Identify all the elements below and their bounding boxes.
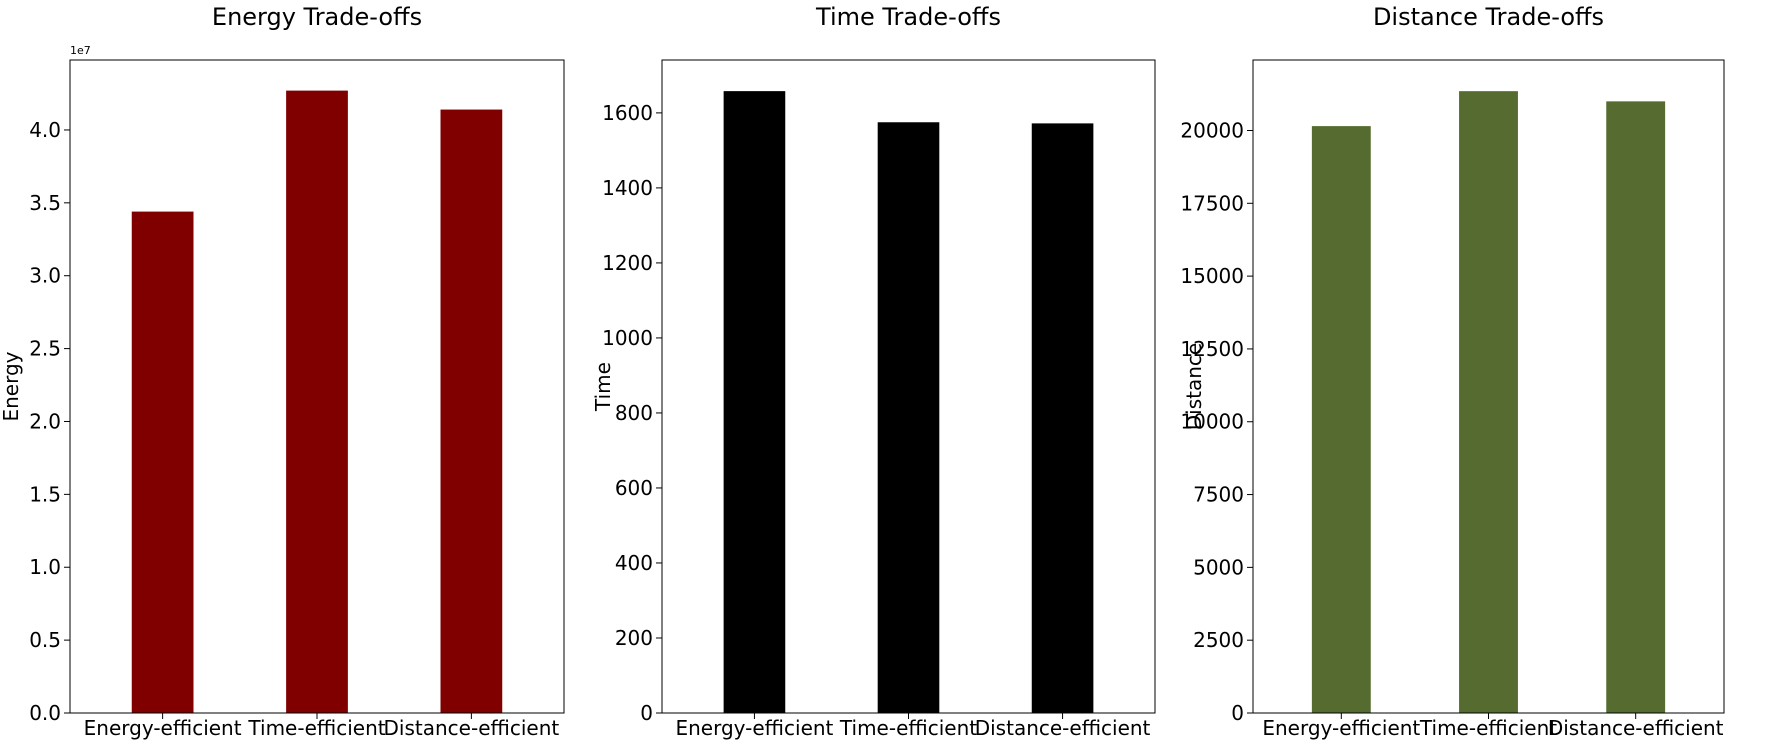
plot-frame bbox=[661, 59, 1156, 714]
y-tick-label: 1.0 bbox=[29, 555, 61, 579]
y-axis-offset-label: 1e7 bbox=[70, 44, 91, 57]
plot-frame bbox=[69, 59, 565, 714]
ticks: 0 200 400 600 800 1000 1200 1400 1600 Energy-effi… bbox=[602, 101, 1150, 740]
bar-distance-efficient bbox=[440, 109, 503, 713]
time-chart: Time Trade-offs Time 0 200 400 600 800 1000 12… bbox=[591, 3, 1156, 740]
ticks: 0 2500 5000 7500 10000 12500 15000 17500 20000 En… bbox=[1180, 118, 1723, 740]
bars bbox=[1311, 91, 1666, 714]
y-axis-label: Distance bbox=[1182, 343, 1206, 430]
bar-time-efficient bbox=[877, 122, 940, 714]
x-tick-label: Distance-efficient bbox=[384, 716, 560, 740]
x-tick-label: Time-efficient bbox=[1419, 716, 1557, 740]
y-tick-label: 3.0 bbox=[29, 264, 61, 288]
ticks: 0.0 0.5 1.0 1.5 2.0 2.5 3.0 3.5 4.0 Energy-effici… bbox=[29, 118, 559, 740]
distance-chart: Distance Trade-offs Distance 0 2500 5000 75… bbox=[1180, 3, 1725, 740]
y-tick-label: 4.0 bbox=[29, 118, 61, 142]
y-tick-label: 2.5 bbox=[29, 337, 61, 361]
bar-time-efficient bbox=[286, 90, 348, 713]
x-tick-label: Energy-efficient bbox=[1262, 716, 1420, 740]
plot-frame bbox=[1252, 59, 1725, 714]
energy-chart: Energy Trade-offs Energy 1e7 0.0 0.5 1.0 1.… bbox=[0, 3, 565, 740]
y-tick-label: 17500 bbox=[1180, 191, 1244, 215]
y-tick-label: 3.5 bbox=[29, 191, 61, 215]
x-tick-label: Distance-efficient bbox=[975, 716, 1151, 740]
x-tick-label: Time-efficient bbox=[839, 716, 977, 740]
y-tick-label: 1000 bbox=[602, 326, 653, 350]
chart-title: Distance Trade-offs bbox=[1373, 3, 1604, 31]
y-tick-label: 15000 bbox=[1180, 264, 1244, 288]
y-tick-label: 1600 bbox=[602, 101, 653, 125]
y-axis-label: Energy bbox=[0, 351, 23, 421]
x-tick-label: Distance-efficient bbox=[1548, 716, 1724, 740]
chart-title: Energy Trade-offs bbox=[212, 3, 422, 31]
y-tick-label: 10000 bbox=[1180, 410, 1244, 434]
y-tick-label: 5000 bbox=[1193, 555, 1244, 579]
y-tick-label: 800 bbox=[615, 401, 653, 425]
y-tick-label: 0.5 bbox=[29, 628, 61, 652]
x-tick-label: Energy-efficient bbox=[675, 716, 833, 740]
bar-time-efficient bbox=[1459, 91, 1518, 714]
y-tick-label: 2.0 bbox=[29, 409, 61, 433]
x-tick-label: Energy-efficient bbox=[84, 716, 242, 740]
y-tick-label: 200 bbox=[615, 626, 653, 650]
chart-title: Time Trade-offs bbox=[815, 3, 1001, 31]
y-tick-label: 0.0 bbox=[29, 701, 61, 725]
y-tick-label: 2500 bbox=[1193, 628, 1244, 652]
bar-energy-efficient bbox=[723, 91, 786, 713]
y-tick-label: 0 bbox=[1231, 701, 1244, 725]
bar-distance-efficient bbox=[1606, 101, 1666, 713]
bar-energy-efficient bbox=[131, 211, 194, 713]
y-tick-label: 400 bbox=[615, 551, 653, 575]
y-tick-label: 1400 bbox=[602, 176, 653, 200]
y-tick-label: 1.5 bbox=[29, 482, 61, 506]
bar-energy-efficient bbox=[1311, 126, 1371, 713]
bars bbox=[723, 91, 1094, 714]
x-tick-label: Time-efficient bbox=[247, 716, 385, 740]
y-tick-label: 12500 bbox=[1180, 337, 1244, 361]
y-tick-label: 20000 bbox=[1180, 118, 1244, 142]
y-tick-label: 600 bbox=[615, 476, 653, 500]
y-axis-label: Time bbox=[591, 362, 615, 412]
y-tick-label: 7500 bbox=[1193, 483, 1244, 507]
bars bbox=[131, 90, 503, 713]
bar-distance-efficient bbox=[1031, 123, 1094, 713]
y-tick-label: 1200 bbox=[602, 251, 653, 275]
y-tick-label: 0 bbox=[640, 701, 653, 725]
